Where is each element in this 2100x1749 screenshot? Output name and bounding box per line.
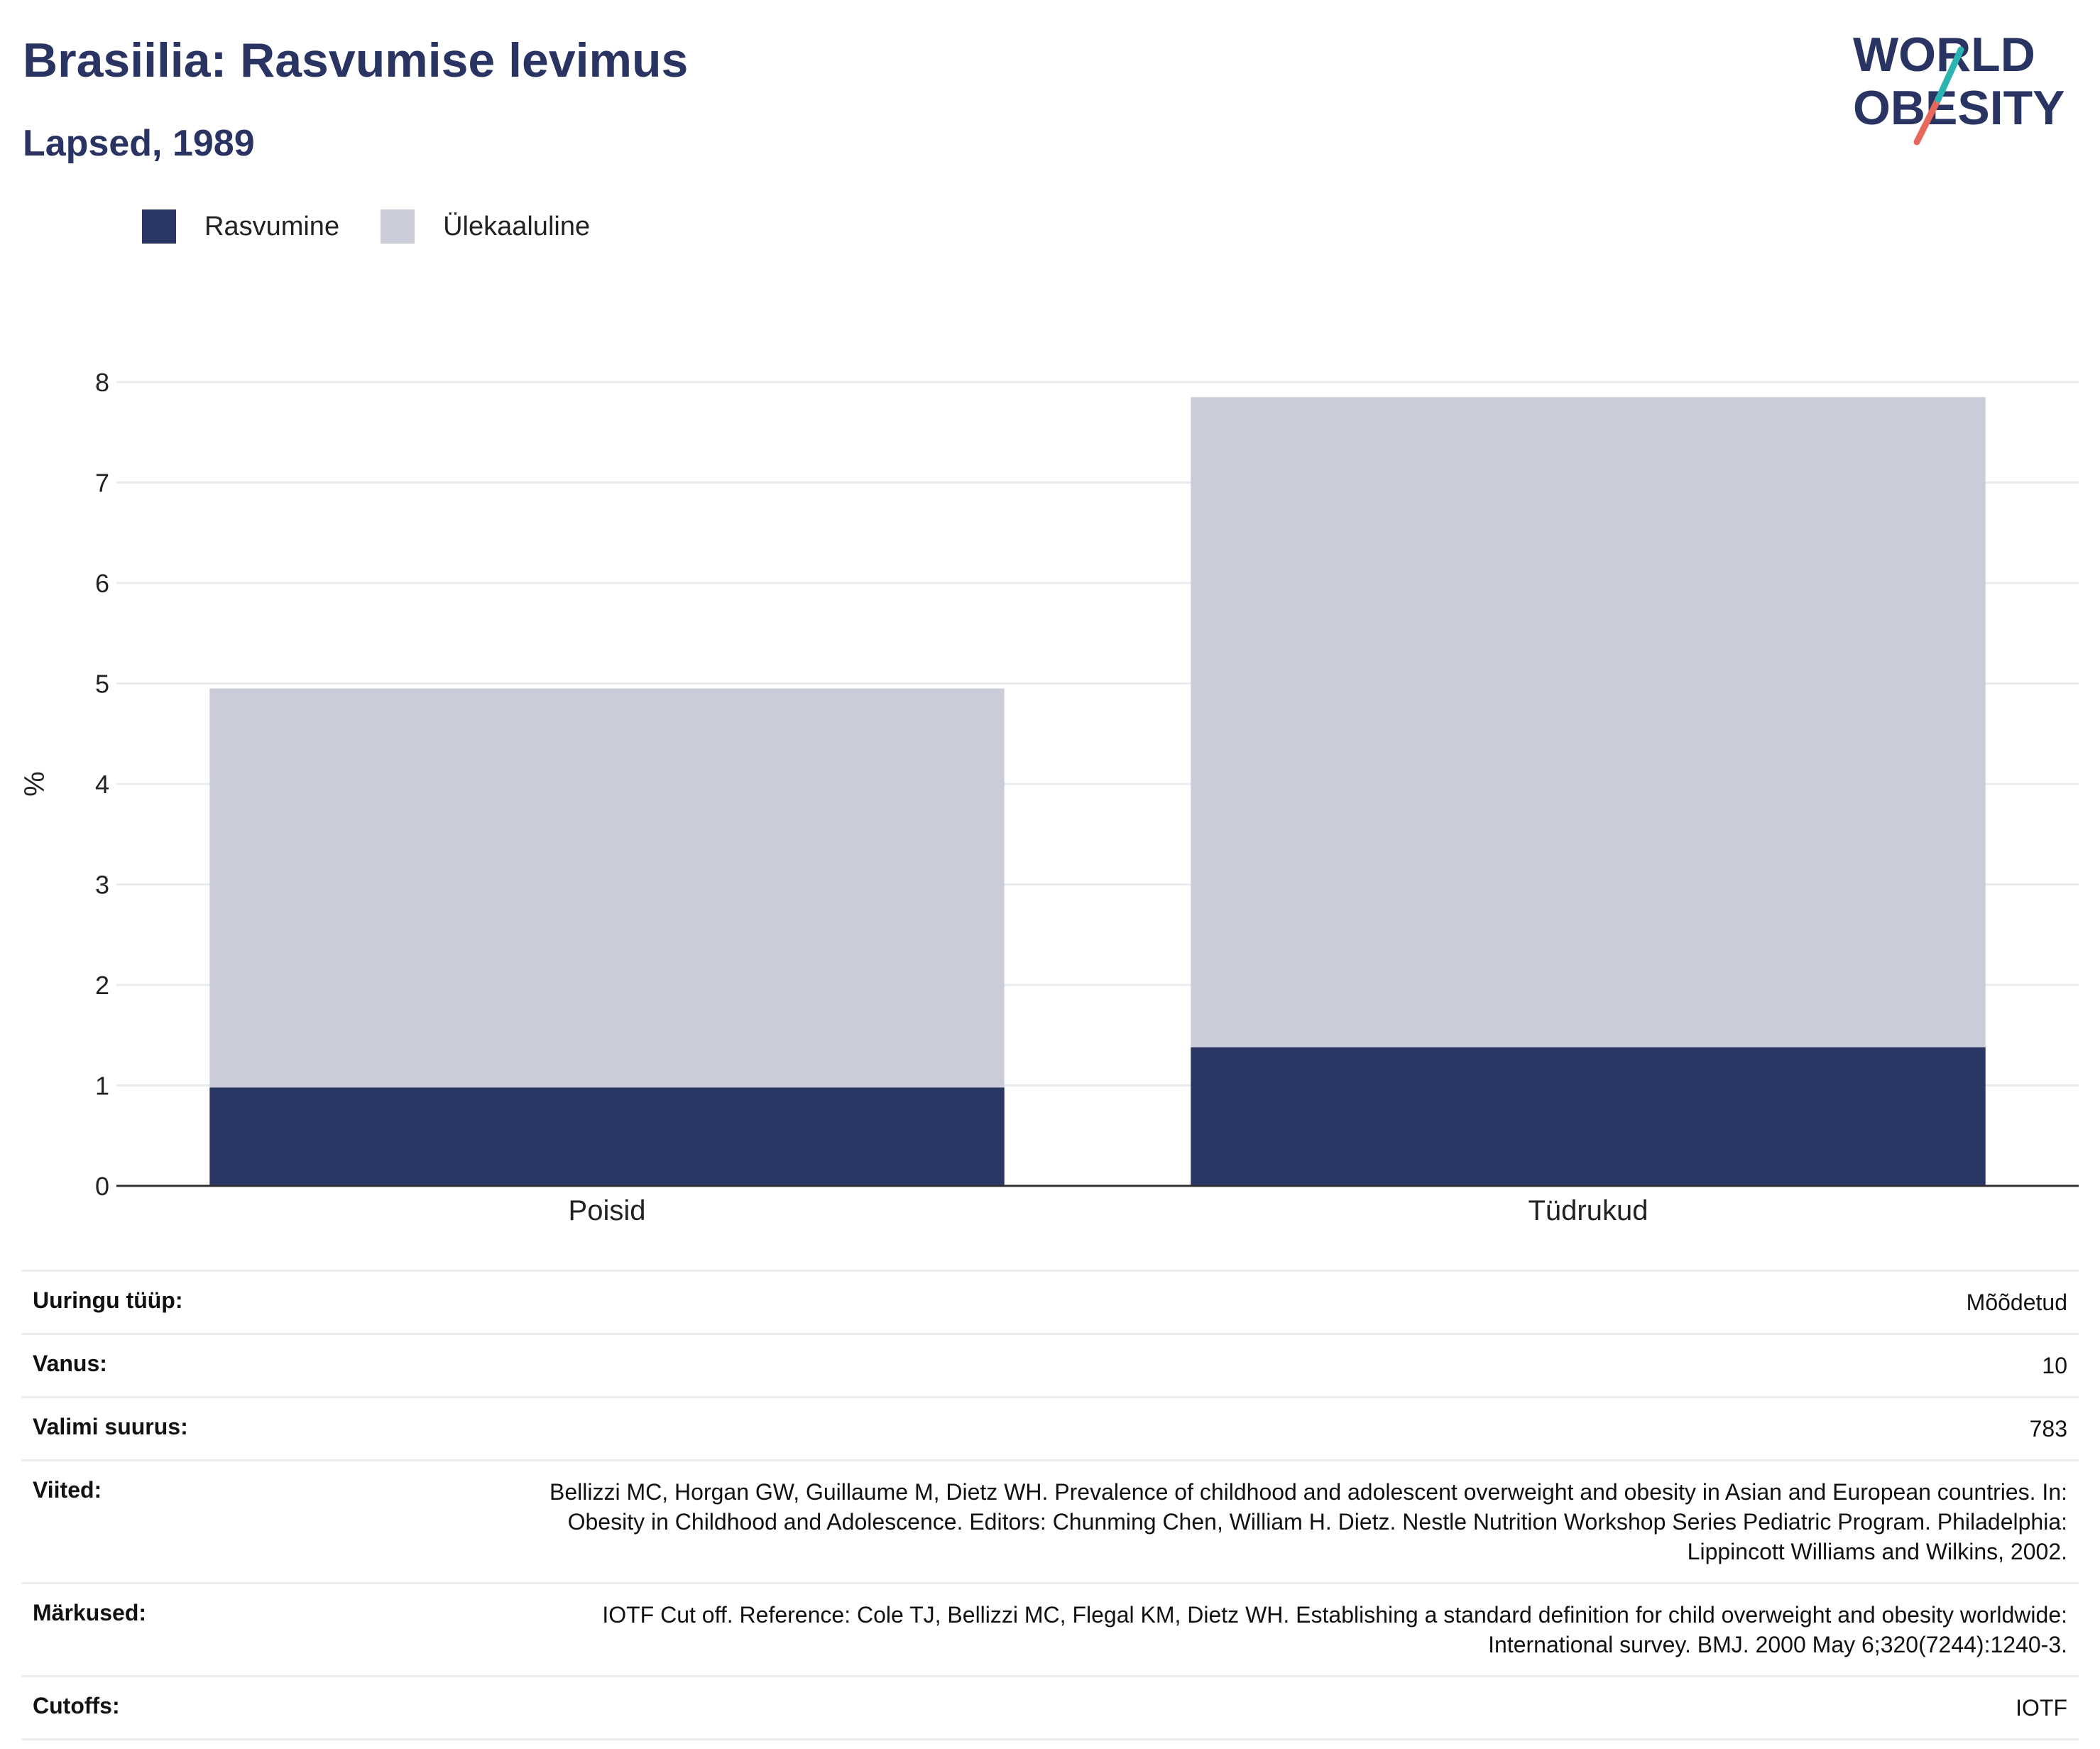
info-key: Märkused: [33,1600,147,1625]
info-table: Uuringu tüüp: Mõõdetud Vanus: 10 Valimi suur… [21,1270,2079,1740]
chart-legend: Rasvumine Ülekaaluline [142,209,631,244]
info-value: 10 [2042,1353,2067,1378]
page-title: Brasiilia: Rasvumise levimus [23,33,689,87]
info-key: Cutoffs: [33,1693,120,1718]
logo-line2: OBESITY [1853,81,2065,135]
y-axis-label: % [19,771,50,797]
info-row: Viited: Bellizzi MC, Horgan GW, Guillaume… [21,1459,2079,1582]
world-obesity-logo: WORLD OBESITY [1853,28,2065,146]
info-row: Uuringu tüüp: Mõõdetud [21,1270,2079,1333]
legend-item-overweight[interactable]: Ülekaaluline [381,209,590,244]
info-key: Uuringu tüüp: [33,1287,183,1313]
bar-chart: 0 1 2 3 4 5 6 7 8% Poisid Tüdrukud [19,368,2079,1226]
y-tick-label: 1 [95,1072,109,1101]
page-subtitle: Lapsed, 1989 [23,123,255,164]
y-tick-label: 6 [95,569,109,598]
logo-slash-red [1913,96,1942,146]
legend-swatch-overweight [381,209,415,244]
y-tick-label: 7 [95,469,109,498]
info-value: Bellizzi MC, Horgan GW, Guillaume M, Die… [549,1479,2067,1564]
y-tick-label: 3 [95,871,109,900]
bar-overweight-0 [209,688,1005,1088]
info-row: Cutoffs: IOTF [21,1675,2079,1740]
info-key: Vanus: [33,1351,107,1376]
y-tick-label: 0 [95,1172,109,1201]
y-tick-label: 5 [95,670,109,699]
info-value: IOTF Cut off. Reference: Cole TJ, Belliz… [602,1602,2067,1657]
bar-obesity-0 [209,1087,1005,1186]
legend-item-obesity[interactable]: Rasvumine [142,209,339,244]
x-tick-label: Poisid [569,1195,646,1226]
legend-label-overweight: Ülekaaluline [443,211,591,241]
bar-overweight-1 [1191,397,1986,1047]
info-value: IOTF [2016,1695,2067,1721]
y-tick-label: 4 [95,770,109,799]
legend-swatch-obesity [142,209,176,244]
info-value: Mõõdetud [1966,1290,2067,1315]
logo-slash-teal [1935,46,1964,103]
info-row: Valimi suurus: 783 [21,1396,2079,1459]
bar-obesity-1 [1191,1047,1986,1186]
logo-line1: WORLD [1853,28,2035,82]
info-key: Viited: [33,1477,102,1503]
y-tick-label: 2 [95,971,109,1000]
info-key: Valimi suurus: [33,1414,188,1439]
info-row: Vanus: 10 [21,1333,2079,1396]
legend-label-obesity: Rasvumine [204,211,340,241]
info-row: Märkused: IOTF Cut off. Reference: Cole T… [21,1582,2079,1675]
x-tick-label: Tüdrukud [1528,1195,1648,1226]
info-value: 783 [2029,1416,2067,1442]
y-tick-label: 8 [95,368,109,397]
